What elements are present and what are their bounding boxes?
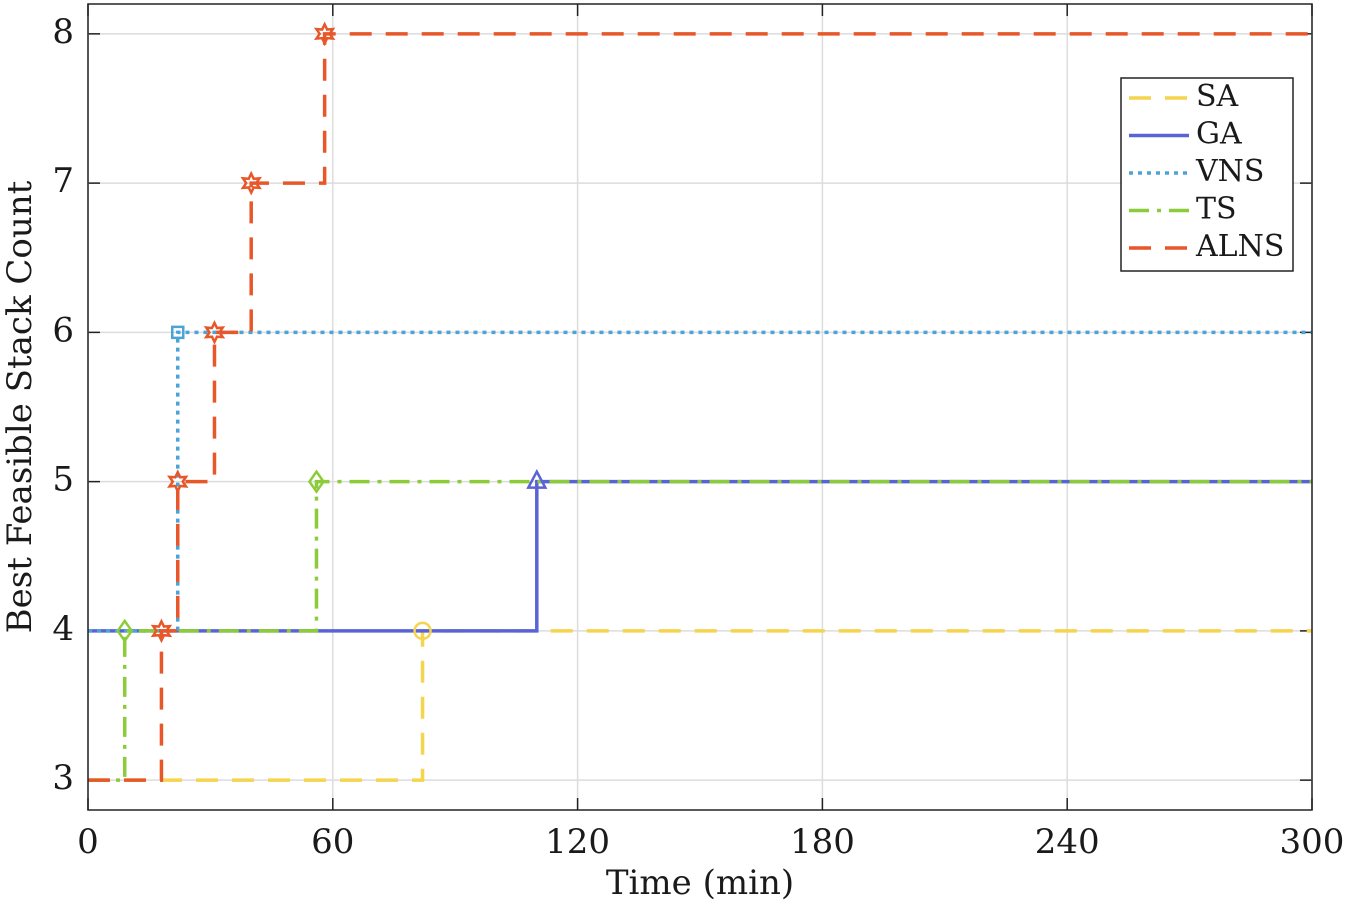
marker [171,325,185,340]
y-tick-label: 5 [52,460,74,500]
legend-label: GA [1196,117,1242,152]
step-line [88,479,1312,633]
marker [313,21,336,47]
y-tick-label: 7 [52,161,74,201]
y-tick-label: 6 [52,310,74,350]
step-line [88,479,1312,782]
legend-label: ALNS [1195,229,1284,264]
x-tick-label: 300 [1280,822,1345,862]
y-tick-label: 8 [52,12,74,52]
marker [526,468,548,489]
legend-label: SA [1196,79,1239,114]
x-tick-label: 0 [77,822,99,862]
marker [307,469,326,494]
x-tick-label: 240 [1035,822,1100,862]
marker [240,170,262,196]
x-tick-label: 60 [311,822,354,862]
marker [413,621,432,641]
marker [203,319,226,345]
step-line [88,32,1312,782]
x-tick-label: 180 [790,822,855,862]
legend-label: TS [1196,192,1237,227]
y-axis-label: Best Feasible Stack Count [0,180,40,633]
step-line [88,629,1312,782]
legend-label: VNS [1195,154,1264,189]
x-axis-label: Time (min) [606,863,794,903]
step-line [88,330,1312,633]
marker [116,618,134,644]
y-tick-label: 3 [52,758,74,798]
x-tick-label: 120 [545,822,610,862]
marker [167,469,189,495]
marker [150,618,173,644]
y-tick-label: 4 [52,609,74,649]
plot-frame [87,3,1313,811]
